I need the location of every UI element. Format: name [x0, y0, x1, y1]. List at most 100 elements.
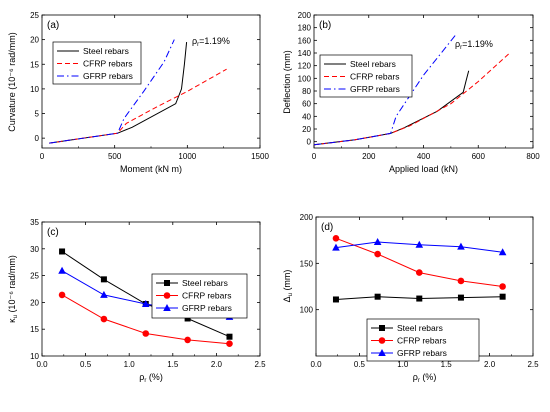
- y-tick-label: 20: [30, 36, 39, 45]
- legend-label-cfrp-rebars: CFRP rebars: [83, 59, 132, 69]
- y-tick-label: 25: [30, 11, 39, 20]
- data-point-cfrp-rebars: [457, 277, 465, 285]
- data-point-steel-rebars: [100, 276, 107, 283]
- y-tick-label: 0: [307, 138, 312, 147]
- x-tick-label: 0.5: [354, 360, 366, 369]
- data-point-gfrp-rebars: [415, 240, 424, 248]
- x-tick-label: 2.0: [484, 360, 496, 369]
- x-tick-label: 2.5: [527, 360, 539, 369]
- panel-4: 0.0 0.5 1.0 1.5 2.0 2.5 100 150 200 (d) ρr (%) Δu (…: [282, 213, 539, 384]
- x-axis-label: ρr (%): [139, 372, 163, 384]
- legend-label-gfrp-rebars: GFRP rebars: [83, 71, 133, 81]
- data-point-cfrp-rebars: [58, 291, 66, 299]
- data-point-steel-rebars: [499, 293, 506, 300]
- data-point-steel-rebars: [59, 248, 66, 255]
- y-tick-label: 15: [30, 60, 39, 69]
- x-tick-label: 1.5: [441, 360, 453, 369]
- legend-label-cfrp-rebars: CFRP rebars: [182, 291, 231, 301]
- data-point-cfrp-rebars: [184, 336, 191, 344]
- y-tick-label: 200: [298, 11, 312, 20]
- x-tick-label: 800: [526, 152, 540, 161]
- legend-label-steel-rebars: Steel rebars: [182, 278, 228, 288]
- x-tick-label: 1.5: [167, 360, 179, 369]
- legend-marker-cfrp-rebars: [378, 337, 386, 344]
- y-axis-label: κu (10⁻⁶ rad/mm): [7, 255, 19, 323]
- data-point-steel-rebars: [184, 315, 191, 322]
- legend-label-gfrp-rebars: GFRP rebars: [397, 348, 447, 358]
- y-tick-label: 10: [30, 352, 39, 361]
- data-point-gfrp-rebars: [141, 300, 150, 308]
- data-point-gfrp-rebars: [100, 290, 108, 298]
- data-point-gfrp-rebars: [58, 266, 66, 274]
- x-axis-label: ρr (%): [413, 372, 437, 384]
- y-tick-label: 80: [302, 87, 311, 96]
- x-tick-label: 1.0: [397, 360, 409, 369]
- y-tick-label: 180: [298, 24, 312, 33]
- x-tick-label: 200: [362, 152, 376, 161]
- x-tick-label: 500: [108, 152, 122, 161]
- legend-label-steel-rebars: Steel rebars: [83, 46, 129, 56]
- y-tick-label: 150: [300, 259, 314, 268]
- legend-marker-gfrp-rebars: [378, 349, 386, 356]
- data-point-steel-rebars: [416, 295, 423, 302]
- legend-marker-cfrp-rebars: [163, 292, 171, 299]
- legend-marker-steel-rebars: [379, 325, 385, 331]
- x-tick-label: 1500: [251, 152, 269, 161]
- x-axis-label: Applied load (kN): [389, 164, 458, 174]
- y-axis-label: Curvature (10⁻⁶ rad/mm): [7, 32, 17, 131]
- data-point-gfrp-rebars: [373, 238, 382, 246]
- y-tick-label: 35: [30, 218, 39, 227]
- x-tick-label: 0.0: [36, 360, 48, 369]
- y-tick-label: 100: [298, 74, 312, 83]
- ratio-annotation: ρr=1.19%: [192, 36, 230, 48]
- x-tick-label: 600: [472, 152, 486, 161]
- legend-label-cfrp-rebars: CFRP rebars: [397, 336, 446, 346]
- y-axis-label: Deflection (mm): [282, 50, 292, 114]
- y-tick-label: 120: [298, 62, 312, 71]
- y-tick-label: 100: [300, 306, 314, 315]
- legend-label-steel-rebars: Steel rebars: [350, 59, 396, 69]
- y-tick-label: 40: [302, 112, 311, 121]
- data-point-steel-rebars: [374, 293, 381, 300]
- data-point-cfrp-rebars: [499, 283, 506, 290]
- panel-3: 0.0 0.5 1.0 1.5 2.0 2.5 10 15 20 25 30 35 (c) ρr (%) κ…: [7, 218, 266, 384]
- data-point-steel-rebars: [457, 294, 464, 301]
- y-tick-label: 30: [30, 245, 39, 254]
- series-line-cfrp-rebars: [49, 68, 227, 144]
- x-tick-label: 1.0: [124, 360, 136, 369]
- legend-label-steel-rebars: Steel rebars: [397, 323, 443, 333]
- ratio-annotation: ρr=1.19%: [455, 39, 493, 51]
- panel-label: (b): [319, 20, 331, 31]
- y-tick-label: 10: [30, 85, 39, 94]
- series-line-gfrp-rebars: [49, 39, 175, 144]
- x-tick-label: 0.0: [310, 360, 322, 369]
- y-tick-label: 200: [300, 213, 314, 222]
- series-line-cfrp-rebars: [313, 52, 511, 146]
- data-point-steel-rebars: [332, 296, 339, 303]
- legend-marker-gfrp-rebars: [163, 304, 171, 311]
- legend-label-gfrp-rebars: GFRP rebars: [182, 303, 232, 313]
- panel-label: (d): [321, 222, 333, 233]
- legend-label-gfrp-rebars: GFRP rebars: [350, 84, 400, 94]
- data-point-cfrp-rebars: [100, 315, 108, 323]
- y-tick-label: 160: [298, 36, 312, 45]
- y-tick-label: 140: [298, 49, 312, 58]
- data-point-gfrp-rebars: [498, 248, 507, 256]
- x-tick-label: 0: [40, 152, 45, 161]
- panel-label: (a): [47, 20, 59, 31]
- y-tick-label: 20: [302, 125, 311, 134]
- x-tick-label: 0: [312, 152, 317, 161]
- panel-2: 0 200 400 600 800 0 20 40 60 80 100 120 140 160 180 200…: [282, 11, 540, 174]
- x-tick-label: 1000: [178, 152, 196, 161]
- y-tick-label: 20: [30, 298, 39, 307]
- panel-label: (c): [47, 227, 59, 238]
- y-axis-label: Δu (mm): [282, 270, 294, 303]
- legend-marker-steel-rebars: [164, 280, 170, 286]
- data-point-gfrp-rebars: [332, 243, 340, 251]
- data-point-steel-rebars: [226, 333, 233, 340]
- data-point-cfrp-rebars: [374, 250, 381, 258]
- y-tick-label: 25: [30, 272, 39, 281]
- y-tick-label: 15: [30, 325, 39, 334]
- x-tick-label: 2.5: [254, 360, 266, 369]
